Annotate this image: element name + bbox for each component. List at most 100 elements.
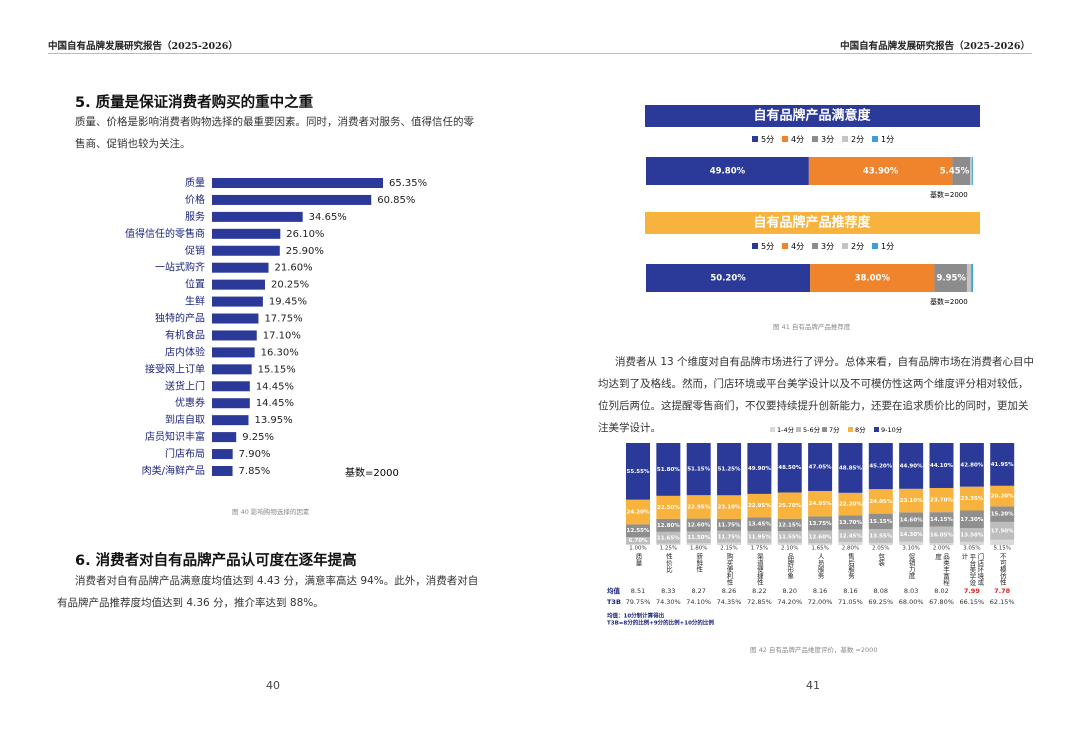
column-segment (959, 486, 984, 511)
column-segment (838, 515, 863, 530)
header-rule (48, 53, 1032, 54)
column-segment (656, 543, 681, 545)
bar (212, 364, 252, 375)
table-cell: 74.10% (686, 598, 711, 606)
value-label: 42.80% (960, 462, 983, 468)
legend-label: 3分 (821, 242, 834, 251)
bar-segment (952, 157, 971, 185)
column-segment (959, 541, 984, 545)
category-label: 促销 (185, 244, 205, 257)
chart-title: 自有品牌产品满意度 (753, 108, 871, 124)
category-label: 渠道便捷性 (755, 552, 763, 587)
category-label: 门店布局 (165, 447, 205, 460)
bar (212, 313, 259, 324)
column-segment (686, 495, 711, 519)
legend-swatch (770, 427, 775, 432)
value-label: 14.45% (256, 398, 294, 409)
column-segment (626, 543, 650, 545)
value-label: 49.90% (748, 466, 771, 472)
value-label: 20.25% (271, 280, 309, 291)
value-label: 15.20% (991, 512, 1014, 518)
column-segment (777, 518, 802, 532)
table-cell: 7.99 (964, 587, 981, 595)
legend-swatch (842, 136, 848, 142)
category-label: 到店自取 (165, 413, 205, 426)
value-label: 5.15% (993, 546, 1010, 552)
column-segment (656, 495, 681, 519)
value-label: 2.15% (720, 546, 737, 552)
bar-segment (810, 264, 935, 292)
column-segment (929, 487, 954, 513)
value-label: 12.45% (839, 533, 862, 539)
value-label: 2.05% (872, 546, 889, 552)
legend-swatch (752, 136, 758, 142)
value-label: 24.95% (809, 501, 832, 507)
category-label: 位置 (185, 278, 205, 291)
figure-caption: 图 40 影响购物选择的因素 (232, 508, 310, 516)
section-heading: 5. 质量是保证消费者购买的重中之重 (75, 95, 314, 111)
bar (212, 228, 281, 239)
table-cell: 62.15% (990, 598, 1015, 606)
category-label: 价格 (185, 193, 205, 206)
category-label: 不可模仿性 (998, 553, 1006, 587)
column-segment (686, 518, 711, 532)
column-segment (686, 543, 711, 545)
column-segment (717, 530, 742, 543)
value-label: 16.05% (930, 532, 953, 538)
column-segment (899, 512, 924, 528)
table-cell: 8.03 (904, 587, 918, 595)
legend-swatch (812, 136, 818, 142)
value-label: 11.75% (718, 522, 741, 528)
bar (212, 432, 237, 443)
table-cell: 8.16 (843, 587, 857, 595)
page-number: 41 (806, 679, 820, 692)
table-cell: 7.78 (994, 587, 1011, 595)
value-label: 25.90% (286, 246, 324, 257)
table-cell: 79.75% (626, 598, 651, 606)
value-label: 17.30% (960, 517, 983, 523)
bar (212, 449, 233, 460)
column-segment (959, 528, 984, 542)
category-label: 购买便利性 (725, 552, 733, 587)
legend-label: 1-4分 (777, 425, 795, 434)
category-label: 值得信任的零售商 (125, 227, 205, 240)
section-heading: 6. 消费者对自有品牌产品认可度在逐年提高 (75, 553, 357, 569)
value-label: 17.75% (264, 314, 302, 325)
value-label: 47.05% (809, 464, 832, 470)
legend-label: 4分 (791, 242, 804, 251)
running-header: 中国自有品牌发展研究报告（2025-2026） (48, 41, 238, 52)
table-cell: 68.00% (899, 598, 924, 606)
value-label: 21.60% (275, 263, 313, 274)
bar-segment (966, 264, 972, 292)
bar-segment (972, 157, 973, 185)
value-label: 1.65% (811, 546, 828, 552)
column-segment (868, 513, 893, 530)
column-segment (868, 489, 893, 514)
category-label: 生鲜 (185, 295, 205, 308)
value-label: 11.95% (748, 535, 771, 541)
category-label: 人员服务 (816, 553, 824, 581)
value-label: 14.45% (256, 381, 294, 392)
table-cell: 74.30% (656, 598, 681, 606)
legend-label: 5-6分 (803, 425, 821, 434)
category-label: 接受网上订单 (145, 362, 205, 375)
value-label: 51.80% (657, 467, 680, 473)
column-segment (899, 527, 924, 542)
column-segment (990, 506, 1015, 522)
row-label: T3B (607, 598, 621, 606)
column-segment (717, 542, 742, 545)
category-label: 售后服务 (846, 552, 854, 581)
legend-swatch (796, 427, 801, 432)
table-cell: 8.16 (813, 587, 827, 595)
category-label: 质量 (634, 552, 642, 567)
legend-swatch (842, 243, 848, 249)
bar (212, 194, 372, 205)
value-label: 7.85% (239, 466, 271, 477)
value-label: 23.10% (718, 505, 741, 511)
value-label: 13.50% (960, 533, 983, 539)
value-label: 43.90% (863, 167, 899, 177)
column-segment (929, 512, 954, 527)
value-label: 2.80% (842, 546, 859, 552)
value-label: 22.95% (687, 504, 710, 510)
